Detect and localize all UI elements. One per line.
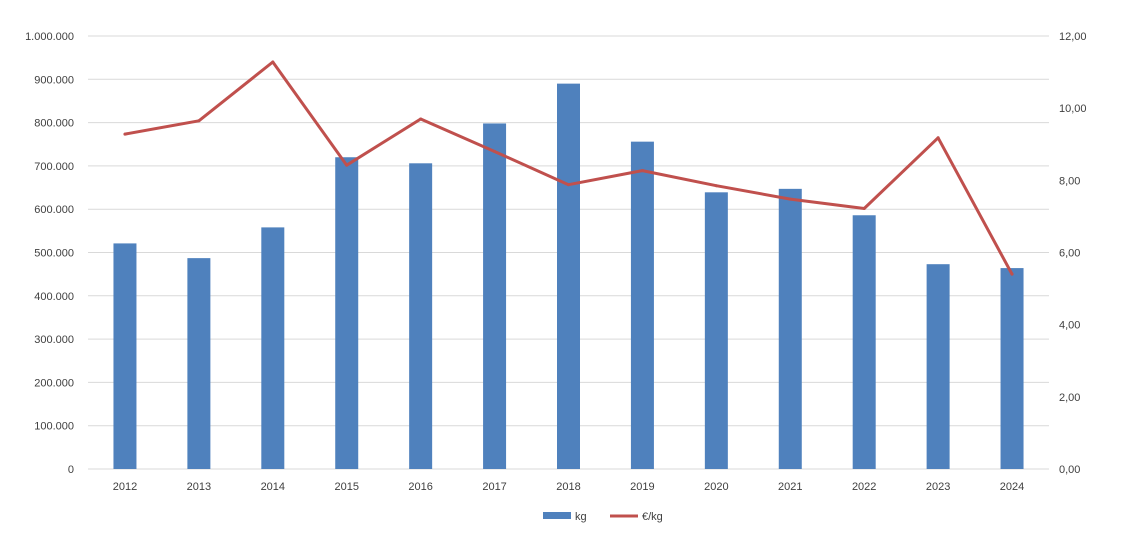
bar-kg-2023 [926,264,950,469]
right-tick-label: 12,00 [1059,31,1087,43]
bar-kg-2020 [704,192,728,470]
legend-label-kg: kg [575,511,587,523]
bar-kg-2019 [630,141,654,470]
point-eur-per-kg-2022 [862,206,866,210]
point-eur-per-kg-2023 [936,136,940,140]
bar-kg-2016 [409,163,433,469]
x-tick-label: 2019 [630,481,654,493]
x-tick-label: 2024 [1000,481,1024,493]
left-tick-label: 800.000 [34,118,74,130]
bar-series-kg [113,83,1024,470]
legend-label-eur-per-kg: €/kg [642,511,663,523]
right-tick-label: 6,00 [1059,248,1080,260]
bar-kg-2021 [778,188,802,469]
bar-kg-2017 [483,123,507,469]
x-tick-label: 2016 [408,481,432,493]
line-series-eur-per-kg [123,60,1014,276]
legend-swatch-kg [543,512,571,519]
left-tick-label: 100.000 [34,421,74,433]
right-tick-label: 8,00 [1059,175,1080,187]
point-eur-per-kg-2015 [345,163,349,167]
left-y-axis: 0 100.000 200.000 300.000 400.000 500.000 600.… [25,31,74,476]
x-tick-label: 2014 [261,481,285,493]
x-tick-label: 2023 [926,481,950,493]
x-tick-label: 2020 [704,481,728,493]
x-tick-label: 2017 [482,481,506,493]
point-eur-per-kg-2020 [714,184,718,188]
right-tick-label: 2,00 [1059,392,1080,404]
x-axis: 2012 2013 2014 2015 2016 2017 2018 2019 2020 2021… [113,481,1025,493]
bar-kg-2024 [1000,268,1024,469]
right-y-axis: 0,00 2,00 4,00 6,00 8,00 10,00 12,00 [1059,31,1087,476]
right-tick-label: 10,00 [1059,103,1087,115]
left-tick-label: 700.000 [34,161,74,173]
left-tick-label: 900.000 [34,74,74,86]
point-eur-per-kg-2012 [123,132,127,136]
point-eur-per-kg-2021 [788,197,792,201]
left-tick-label: 0 [68,464,74,476]
point-eur-per-kg-2013 [197,119,201,123]
bar-kg-2018 [557,83,580,469]
bar-kg-2014 [261,227,285,469]
point-eur-per-kg-2016 [419,117,423,121]
left-tick-label: 500.000 [34,248,74,260]
bar-kg-2012 [113,243,137,469]
x-tick-label: 2021 [778,481,802,493]
point-eur-per-kg-2017 [493,149,497,153]
x-tick-label: 2012 [113,481,137,493]
left-tick-label: 200.000 [34,377,74,389]
right-tick-label: 4,00 [1059,320,1080,332]
right-tick-label: 0,00 [1059,464,1080,476]
left-tick-label: 400.000 [34,291,74,303]
left-tick-label: 1.000.000 [25,31,74,43]
bar-kg-2015 [335,157,359,470]
point-eur-per-kg-2019 [640,169,644,173]
bar-kg-2013 [187,258,211,469]
point-eur-per-kg-2014 [271,60,275,64]
legend: kg €/kg [543,511,663,523]
x-tick-label: 2022 [852,481,876,493]
bar-kg-2022 [852,215,876,469]
point-eur-per-kg-2024 [1010,272,1014,276]
x-tick-label: 2013 [187,481,211,493]
x-tick-label: 2018 [556,481,580,493]
x-tick-label: 2015 [334,481,358,493]
left-tick-label: 300.000 [34,334,74,346]
left-tick-label: 600.000 [34,204,74,216]
point-eur-per-kg-2018 [567,183,570,187]
